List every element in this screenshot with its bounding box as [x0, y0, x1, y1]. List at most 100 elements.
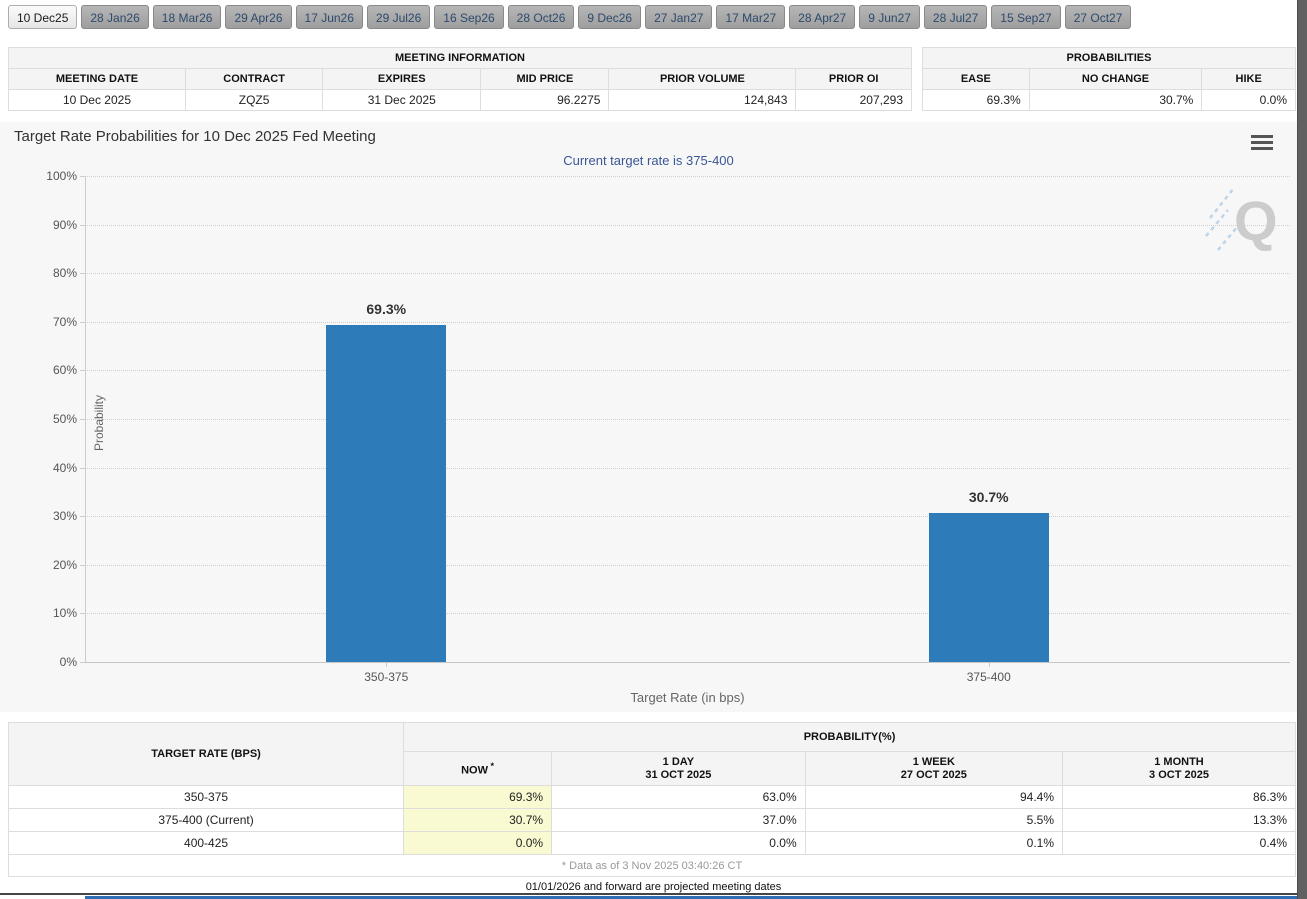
probabilities-value: 69.3%: [922, 89, 1030, 111]
target-rate-value: 350-375: [7, 785, 405, 809]
probabilities-value: 0.0%: [1201, 89, 1296, 111]
probability-value: 0.1%: [804, 831, 1064, 855]
x-axis-tick-label: 350-375: [364, 670, 409, 684]
meeting-tab-29-apr26[interactable]: 29 Apr26: [225, 5, 292, 29]
gridline: [85, 662, 1290, 663]
meeting-info-column-header: MID PRICE: [480, 68, 610, 90]
meeting-tab-9-dec26[interactable]: 9 Dec26: [578, 5, 642, 29]
gridline: [85, 176, 1290, 177]
x-axis-title: Target Rate (in bps): [630, 690, 745, 705]
projected-dates-note: 01/01/2026 and forward are projected mee…: [525, 881, 782, 893]
y-axis-tick-mark: [80, 613, 85, 615]
meeting-info-value: 124,843: [608, 89, 797, 111]
y-axis-tick-mark: [80, 176, 85, 177]
meeting-tab-9-jun27[interactable]: 9 Jun27: [859, 5, 920, 29]
meeting-tab-17-jun26[interactable]: 17 Jun26: [295, 5, 363, 29]
meeting-tab-28-jul27[interactable]: 28 Jul27: [923, 5, 988, 29]
meeting-tab-17-mar27[interactable]: 17 Mar27: [716, 5, 786, 29]
probability-value: 63.0%: [551, 785, 806, 809]
meeting-info-value: ZQZ5: [184, 89, 324, 111]
probability-bar-350-375: [326, 325, 447, 662]
hamburger-icon: [1251, 141, 1273, 144]
probability-value: 30.7%: [403, 808, 553, 832]
probabilities-column-header: NO CHANGE: [1028, 68, 1203, 90]
probability-table-row: 400-425 0.0% 0.0% 0.1% 0.4%: [7, 831, 1296, 855]
y-axis-tick-mark: [80, 467, 85, 469]
probability-value: 0.0%: [403, 831, 553, 855]
quikstrike-watermark-icon: Q: [1205, 187, 1278, 252]
probability-column-header: NOW *: [403, 751, 553, 786]
gridline: [85, 467, 1290, 469]
probabilities-value: 30.7%: [1028, 89, 1203, 111]
y-axis-tick-mark: [80, 516, 85, 518]
meeting-tab-10-dec25[interactable]: 10 Dec25: [8, 5, 78, 29]
probabilities-column-header: EASE: [922, 68, 1030, 90]
probability-column-header: 1 MONTH 3 OCT 2025: [1062, 751, 1296, 786]
target-rate-column-header: TARGET RATE (BPS): [7, 722, 405, 786]
meeting-info-value: 96.2275: [480, 89, 610, 111]
meeting-tab-18-mar26[interactable]: 18 Mar26: [152, 5, 222, 29]
target-rate-value: 400-425: [7, 831, 405, 855]
chart-context-menu-button[interactable]: [1249, 133, 1275, 155]
hamburger-icon: [1251, 135, 1273, 138]
y-axis-tick-label: 100%: [46, 169, 77, 183]
meeting-tab-27-jan27[interactable]: 27 Jan27: [645, 5, 713, 29]
hamburger-icon: [1251, 147, 1273, 150]
meeting-tab-28-apr27[interactable]: 28 Apr27: [789, 5, 856, 29]
gridline: [85, 273, 1290, 275]
meeting-tab-16-sep26[interactable]: 16 Sep26: [434, 5, 504, 29]
meeting-info-row: 10 Dec 2025 ZQZ5 31 Dec 2025 96.2275 124,843…: [8, 89, 912, 111]
bottom-divider: [0, 893, 1307, 895]
meeting-tab-29-jul26[interactable]: 29 Jul26: [366, 5, 431, 29]
bar-data-label: 69.3%: [366, 301, 407, 318]
x-axis-tick-mark: [386, 662, 388, 667]
gridline: [85, 564, 1290, 566]
y-axis-tick-label: 80%: [52, 266, 77, 281]
svg-text:Q: Q: [1234, 189, 1278, 252]
y-axis-tick-mark: [80, 370, 85, 372]
bar-data-label: 30.7%: [968, 488, 1009, 505]
y-axis-tick-mark: [80, 662, 85, 663]
y-axis-tick-label: 70%: [52, 314, 77, 329]
gridline: [85, 321, 1290, 323]
meeting-tab-28-oct26[interactable]: 28 Oct26: [507, 5, 575, 29]
x-axis-tick-label: 375-400: [966, 670, 1011, 684]
next-section-edge: [85, 896, 1307, 899]
vertical-scrollbar[interactable]: [1297, 0, 1307, 899]
y-axis-tick-mark: [80, 419, 85, 420]
chart-title: Target Rate Probabilities for 10 Dec 202…: [14, 128, 376, 145]
meeting-info-value: 207,293: [795, 89, 912, 111]
probability-table-row: 350-375 69.3% 63.0% 94.4% 86.3%: [7, 785, 1296, 809]
meeting-info-column-header: PRIOR OI: [795, 68, 912, 90]
y-axis-tick-label: 20%: [52, 557, 77, 572]
probability-group-header: PROBABILITY(%): [403, 722, 1296, 752]
y-axis-tick-label: 30%: [52, 509, 77, 524]
probability-column-header: 1 WEEK 27 OCT 2025: [804, 751, 1064, 786]
probability-value: 5.5%: [804, 808, 1064, 832]
y-axis-tick-label: 40%: [52, 460, 77, 475]
probability-value: 86.3%: [1062, 785, 1296, 809]
probability-bar-375-400: [928, 512, 1049, 662]
meeting-tab-15-sep27[interactable]: 15 Sep27: [991, 5, 1061, 29]
probability-value: 69.3%: [403, 785, 553, 809]
meeting-tab-27-oct27[interactable]: 27 Oct27: [1064, 5, 1132, 29]
meeting-date-tabs: 10 Dec25 28 Jan26 18 Mar26 29 Apr26 17 Jun26…: [8, 5, 1132, 29]
y-axis-tick-label: 60%: [52, 363, 77, 378]
probability-history-table: TARGET RATE (BPS) PROBABILITY(%) NOW * 1 …: [7, 722, 1296, 877]
probability-value: 37.0%: [551, 808, 806, 832]
meeting-info-table: MEETING INFORMATION MEETING DATE CONTRACT…: [8, 47, 912, 111]
meeting-tab-28-jan26[interactable]: 28 Jan26: [81, 5, 149, 29]
gridline: [85, 516, 1290, 518]
probabilities-row: 69.3% 30.7% 0.0%: [922, 89, 1296, 111]
probability-value: 13.3%: [1062, 808, 1296, 832]
meeting-info-value: 31 Dec 2025: [322, 89, 482, 111]
meeting-info-column-header: MEETING DATE: [8, 68, 186, 90]
meeting-info-title: MEETING INFORMATION: [8, 47, 912, 69]
probabilities-table: PROBABILITIES EASE NO CHANGE HIKE 69.3% 30.…: [922, 47, 1296, 111]
y-axis-title: Probability: [92, 394, 107, 452]
x-axis-tick-mark: [988, 662, 990, 667]
probability-value: 94.4%: [804, 785, 1064, 809]
probabilities-column-header: HIKE: [1201, 68, 1296, 90]
data-asof-footnote: * Data as of 3 Nov 2025 03:40:26 CT: [8, 854, 1296, 877]
